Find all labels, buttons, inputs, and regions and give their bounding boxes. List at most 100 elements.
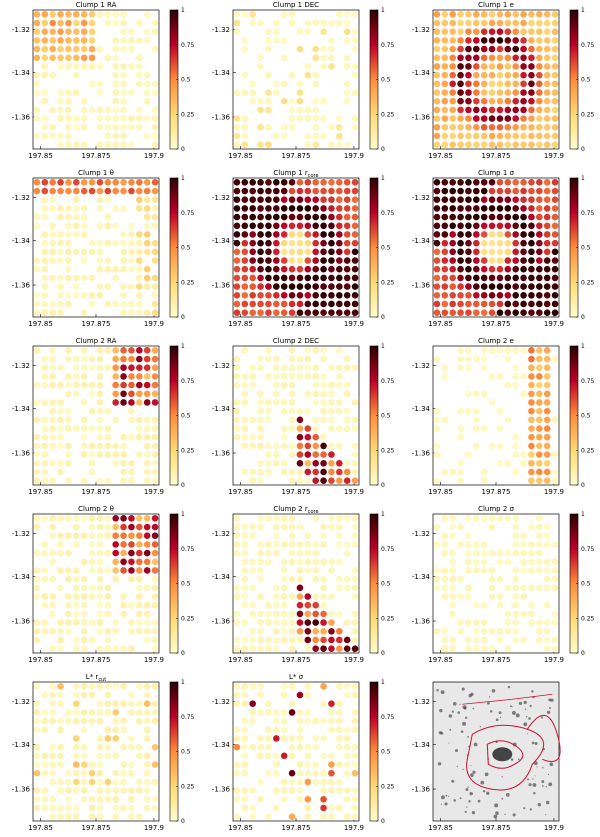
y-tick-label: -1.32 bbox=[212, 194, 230, 202]
x-tick-label: 197.9 bbox=[544, 824, 564, 832]
data-point bbox=[41, 309, 49, 316]
data-point bbox=[57, 567, 64, 574]
data-point bbox=[312, 265, 319, 273]
data-point bbox=[288, 11, 296, 18]
data-point bbox=[136, 541, 143, 548]
star-point bbox=[477, 799, 481, 803]
data-point bbox=[288, 373, 296, 380]
data-point bbox=[57, 106, 64, 114]
data-point bbox=[241, 636, 249, 644]
data-point bbox=[80, 451, 88, 458]
data-point bbox=[88, 636, 96, 644]
data-point bbox=[343, 364, 351, 372]
data-point bbox=[33, 115, 41, 122]
y-tick-label: -1.34 bbox=[212, 237, 231, 245]
data-point bbox=[112, 11, 119, 18]
data-point bbox=[520, 265, 527, 273]
data-point bbox=[233, 541, 241, 548]
colorbar-tick-label: 0.5 bbox=[381, 77, 391, 84]
data-point bbox=[233, 743, 241, 751]
data-point bbox=[257, 709, 264, 716]
data-point bbox=[120, 283, 127, 290]
data-point bbox=[304, 743, 312, 751]
data-point bbox=[257, 407, 264, 415]
data-point bbox=[49, 532, 56, 540]
data-point bbox=[551, 71, 559, 79]
data-point bbox=[328, 300, 335, 308]
data-point bbox=[336, 709, 343, 716]
data-point bbox=[441, 28, 449, 36]
data-point bbox=[80, 213, 88, 221]
data-point bbox=[96, 541, 104, 548]
data-point bbox=[151, 123, 159, 131]
data-point bbox=[296, 248, 304, 256]
data-point bbox=[65, 115, 72, 122]
data-point bbox=[543, 89, 551, 96]
data-point bbox=[96, 627, 104, 635]
data-point bbox=[520, 141, 527, 148]
data-point bbox=[351, 291, 359, 299]
star-point bbox=[448, 795, 450, 798]
data-point bbox=[343, 300, 351, 308]
data-point bbox=[296, 187, 304, 195]
data-point bbox=[143, 610, 151, 618]
data-point bbox=[265, 309, 272, 316]
data-point bbox=[33, 752, 41, 760]
data-point bbox=[351, 593, 359, 600]
data-point bbox=[336, 558, 343, 566]
data-point bbox=[88, 80, 96, 88]
data-point bbox=[73, 222, 80, 230]
data-point bbox=[241, 132, 249, 140]
star-point bbox=[537, 802, 542, 807]
data-point bbox=[280, 54, 288, 62]
data-point bbox=[312, 425, 319, 432]
data-point bbox=[257, 19, 264, 27]
data-point bbox=[441, 627, 449, 635]
contour-line bbox=[486, 740, 524, 769]
data-point bbox=[488, 141, 496, 148]
data-point bbox=[543, 265, 551, 273]
data-point bbox=[480, 425, 488, 432]
data-point bbox=[128, 28, 135, 36]
data-point bbox=[328, 222, 335, 230]
data-point bbox=[504, 610, 512, 618]
data-point bbox=[480, 619, 488, 626]
data-point bbox=[128, 231, 135, 238]
data-point bbox=[336, 787, 343, 794]
data-point bbox=[143, 187, 151, 195]
data-point bbox=[449, 265, 456, 273]
data-point bbox=[536, 549, 543, 557]
data-point bbox=[320, 601, 327, 609]
data-point bbox=[336, 442, 343, 450]
data-point bbox=[120, 239, 127, 247]
data-point bbox=[465, 549, 472, 557]
data-point bbox=[328, 196, 335, 204]
data-point bbox=[128, 115, 135, 122]
chart-panel: Clump 1 rcore -1.32 -1.34 -1.36 197.85 197.87… bbox=[200, 168, 395, 333]
data-point bbox=[80, 416, 88, 424]
data-point bbox=[104, 407, 112, 415]
data-point bbox=[88, 239, 96, 247]
data-point bbox=[433, 71, 441, 79]
data-point bbox=[465, 37, 472, 44]
data-point bbox=[433, 222, 441, 230]
data-point bbox=[151, 477, 159, 484]
data-point bbox=[265, 549, 272, 557]
chart-panel: -1.32 -1.34 -1.36 197.85 197.875 197.9 bbox=[400, 672, 595, 837]
x-tick-label: 197.85 bbox=[28, 320, 53, 328]
data-point bbox=[488, 291, 496, 299]
data-point bbox=[551, 141, 559, 148]
data-point bbox=[488, 239, 496, 247]
data-point bbox=[257, 355, 264, 363]
data-point bbox=[80, 769, 88, 777]
data-point bbox=[512, 265, 519, 273]
data-point bbox=[343, 636, 351, 644]
data-point bbox=[551, 132, 559, 140]
data-point bbox=[536, 347, 543, 354]
data-point bbox=[65, 97, 72, 105]
data-point bbox=[73, 28, 80, 36]
data-point bbox=[257, 179, 264, 186]
data-point bbox=[41, 97, 49, 105]
data-point bbox=[328, 627, 335, 635]
